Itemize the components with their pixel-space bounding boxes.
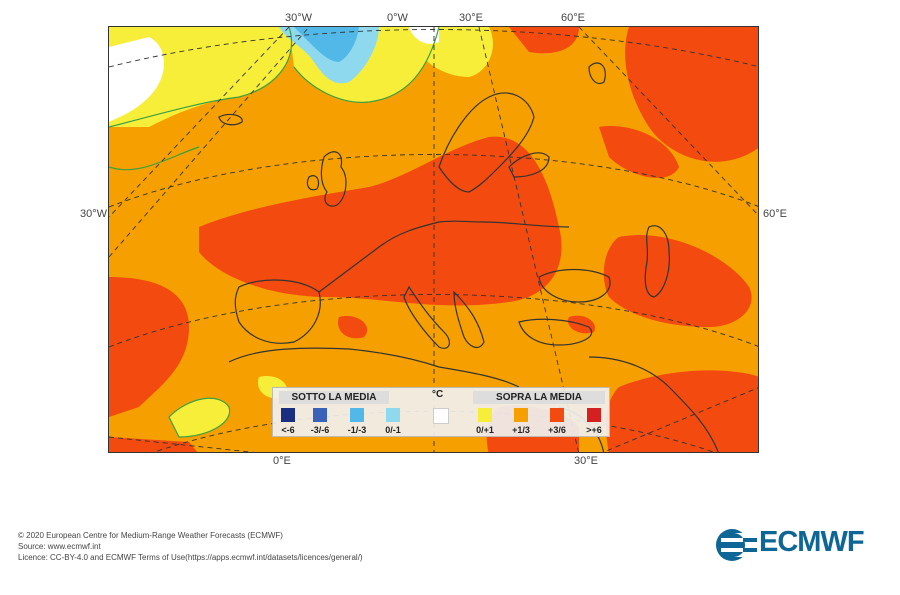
legend-swatch-label: <-6 — [281, 425, 295, 435]
zero-contours — [109, 27, 440, 438]
footer-copyright: © 2020 European Centre for Medium-Range … — [18, 531, 283, 540]
footer-source: Source: www.ecmwf.int — [18, 542, 101, 551]
legend-swatch — [478, 408, 492, 422]
copyright-footer: © 2020 European Centre for Medium-Range … — [18, 530, 363, 563]
anomaly-negative-regions — [279, 27, 379, 84]
graticule — [109, 27, 758, 452]
ecmwf-logo-text: ECMWF — [759, 526, 865, 558]
legend-swatch — [514, 408, 528, 422]
lon-label-bottom-0e: 0°E — [273, 455, 291, 467]
lon-label-right-60e: 60°E — [763, 208, 787, 220]
legend-swatch-label: -1/-3 — [347, 425, 367, 435]
legend-above-title: SOPRA LA MEDIA — [473, 391, 605, 404]
legend-swatch — [281, 408, 295, 422]
legend-unit: °C — [432, 389, 444, 400]
temperature-legend: SOTTO LA MEDIA °C SOPRA LA MEDIA <-6 -3/-… — [272, 387, 610, 437]
lon-label-bottom-30e: 30°E — [574, 455, 598, 467]
legend-swatch-label: 0/-1 — [385, 425, 401, 435]
ecmwf-logo: ECMWF — [715, 526, 885, 562]
lon-label-top-30e: 30°E — [459, 12, 483, 24]
lon-label-top-60e: 60°E — [561, 12, 585, 24]
legend-below-title: SOTTO LA MEDIA — [279, 391, 389, 404]
legend-swatch — [350, 408, 364, 422]
legend-swatch — [550, 408, 564, 422]
legend-swatch — [313, 408, 327, 422]
lon-label-top-0w: 0°W — [387, 12, 408, 24]
legend-swatch-label: >+6 — [586, 425, 602, 435]
ecmwf-logo-mark-icon — [716, 529, 759, 561]
legend-swatch-label: +3/6 — [548, 425, 566, 435]
legend-swatch-label: +1/3 — [512, 425, 530, 435]
map-canvas — [109, 27, 758, 452]
footer-licence: Licence: CC-BY-4.0 and ECMWF Terms of Us… — [18, 553, 363, 562]
coastlines — [218, 62, 719, 452]
anomaly-neutral-regions — [109, 27, 439, 122]
legend-swatch-label: 0/+1 — [476, 425, 494, 435]
legend-swatch — [587, 408, 601, 422]
legend-swatch — [433, 408, 449, 424]
anomaly-3-6-regions — [109, 27, 758, 452]
legend-swatch — [386, 408, 400, 422]
lon-label-top-30w: 30°W — [285, 12, 313, 24]
anomaly-map — [108, 26, 759, 453]
legend-swatch-label: -3/-6 — [310, 425, 330, 435]
lon-label-left-30w: 30°W — [80, 208, 108, 220]
